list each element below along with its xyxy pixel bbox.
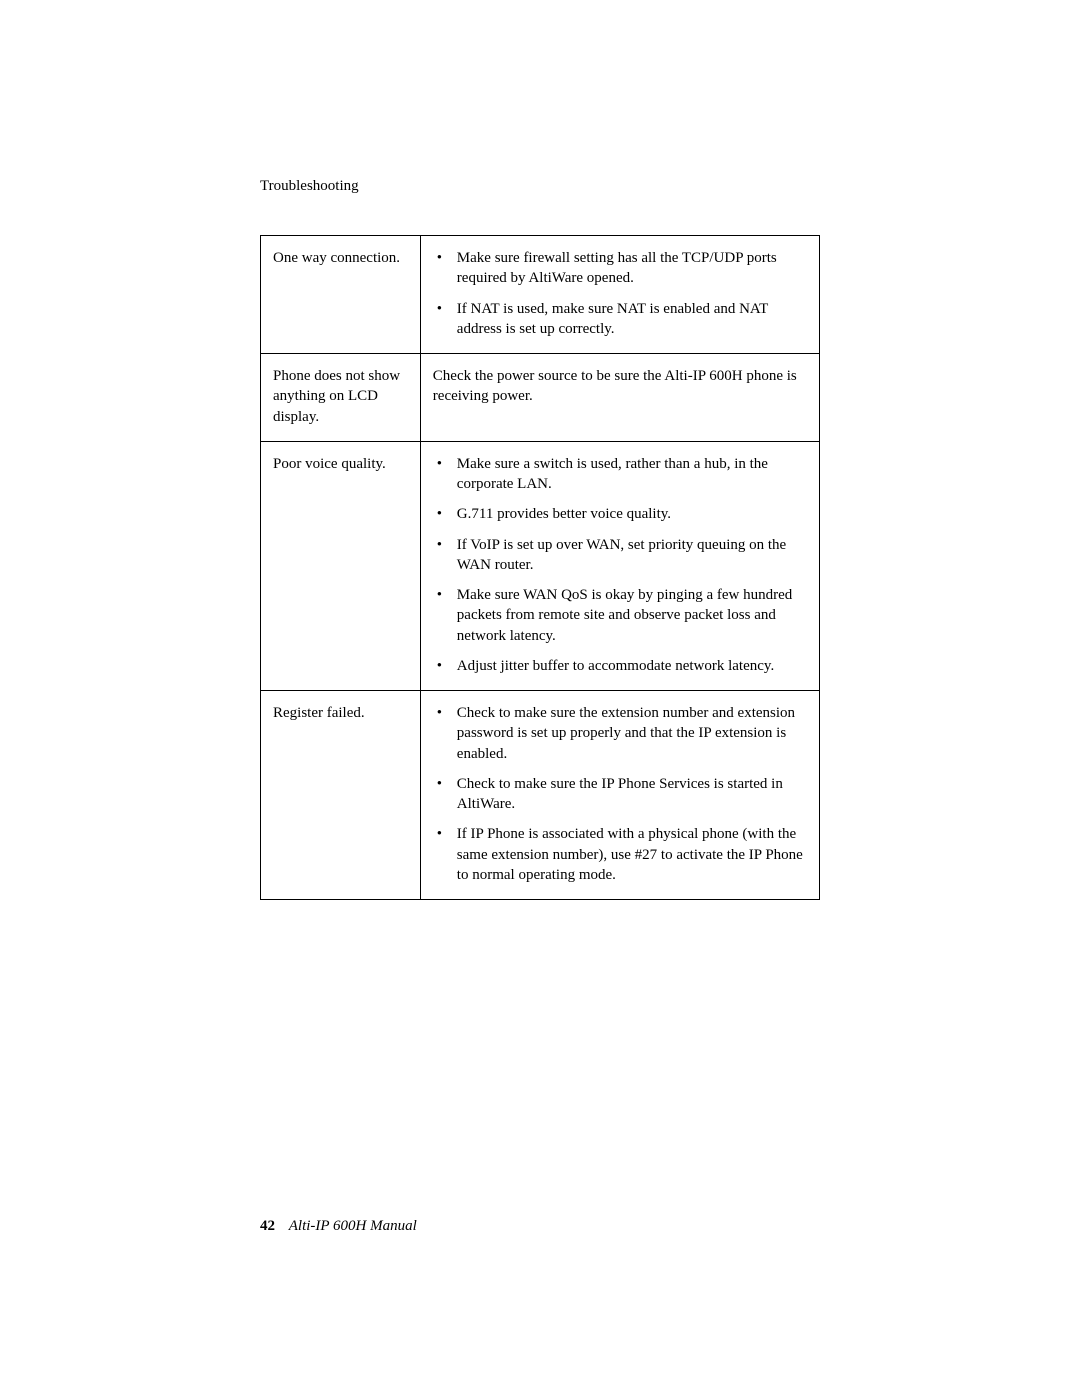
table-row: Phone does not show anything on LCD disp…	[261, 354, 820, 442]
bullet-item: Make sure firewall setting has all the T…	[433, 248, 809, 289]
table-row: One way connection. Make sure firewall s…	[261, 236, 820, 354]
manual-name: Alti-IP 600H Manual	[289, 1218, 417, 1234]
bullet-item: Make sure WAN QoS is okay by pinging a f…	[433, 585, 809, 646]
bullet-item: Make sure a switch is used, rather than …	[433, 454, 809, 495]
bullet-item: Check to make sure the extension number …	[433, 703, 809, 764]
bullet-list: Make sure firewall setting has all the T…	[433, 248, 809, 339]
bullet-item: If NAT is used, make sure NAT is enabled…	[433, 299, 809, 340]
section-title: Troubleshooting	[260, 178, 820, 195]
solution-cell: Check to make sure the extension number …	[420, 691, 819, 900]
page-number: 42	[260, 1218, 275, 1234]
bullet-list: Make sure a switch is used, rather than …	[433, 454, 809, 676]
bullet-list: Check to make sure the extension number …	[433, 703, 809, 885]
solution-cell: Check the power source to be sure the Al…	[420, 354, 819, 442]
page-footer: 42 Alti-IP 600H Manual	[260, 1218, 417, 1235]
solution-cell: Make sure a switch is used, rather than …	[420, 441, 819, 690]
problem-cell: One way connection.	[261, 236, 421, 354]
solution-cell: Make sure firewall setting has all the T…	[420, 236, 819, 354]
bullet-item: If IP Phone is associated with a physica…	[433, 824, 809, 885]
table-row: Register failed. Check to make sure the …	[261, 691, 820, 900]
bullet-item: G.711 provides better voice quality.	[433, 504, 809, 524]
page-content: Troubleshooting One way connection. Make…	[260, 178, 820, 900]
problem-cell: Register failed.	[261, 691, 421, 900]
problem-cell: Phone does not show anything on LCD disp…	[261, 354, 421, 442]
bullet-item: If VoIP is set up over WAN, set priority…	[433, 535, 809, 576]
troubleshooting-table: One way connection. Make sure firewall s…	[260, 235, 820, 900]
bullet-item: Check to make sure the IP Phone Services…	[433, 774, 809, 815]
bullet-item: Adjust jitter buffer to accommodate netw…	[433, 656, 809, 676]
problem-cell: Poor voice quality.	[261, 441, 421, 690]
table-row: Poor voice quality. Make sure a switch i…	[261, 441, 820, 690]
